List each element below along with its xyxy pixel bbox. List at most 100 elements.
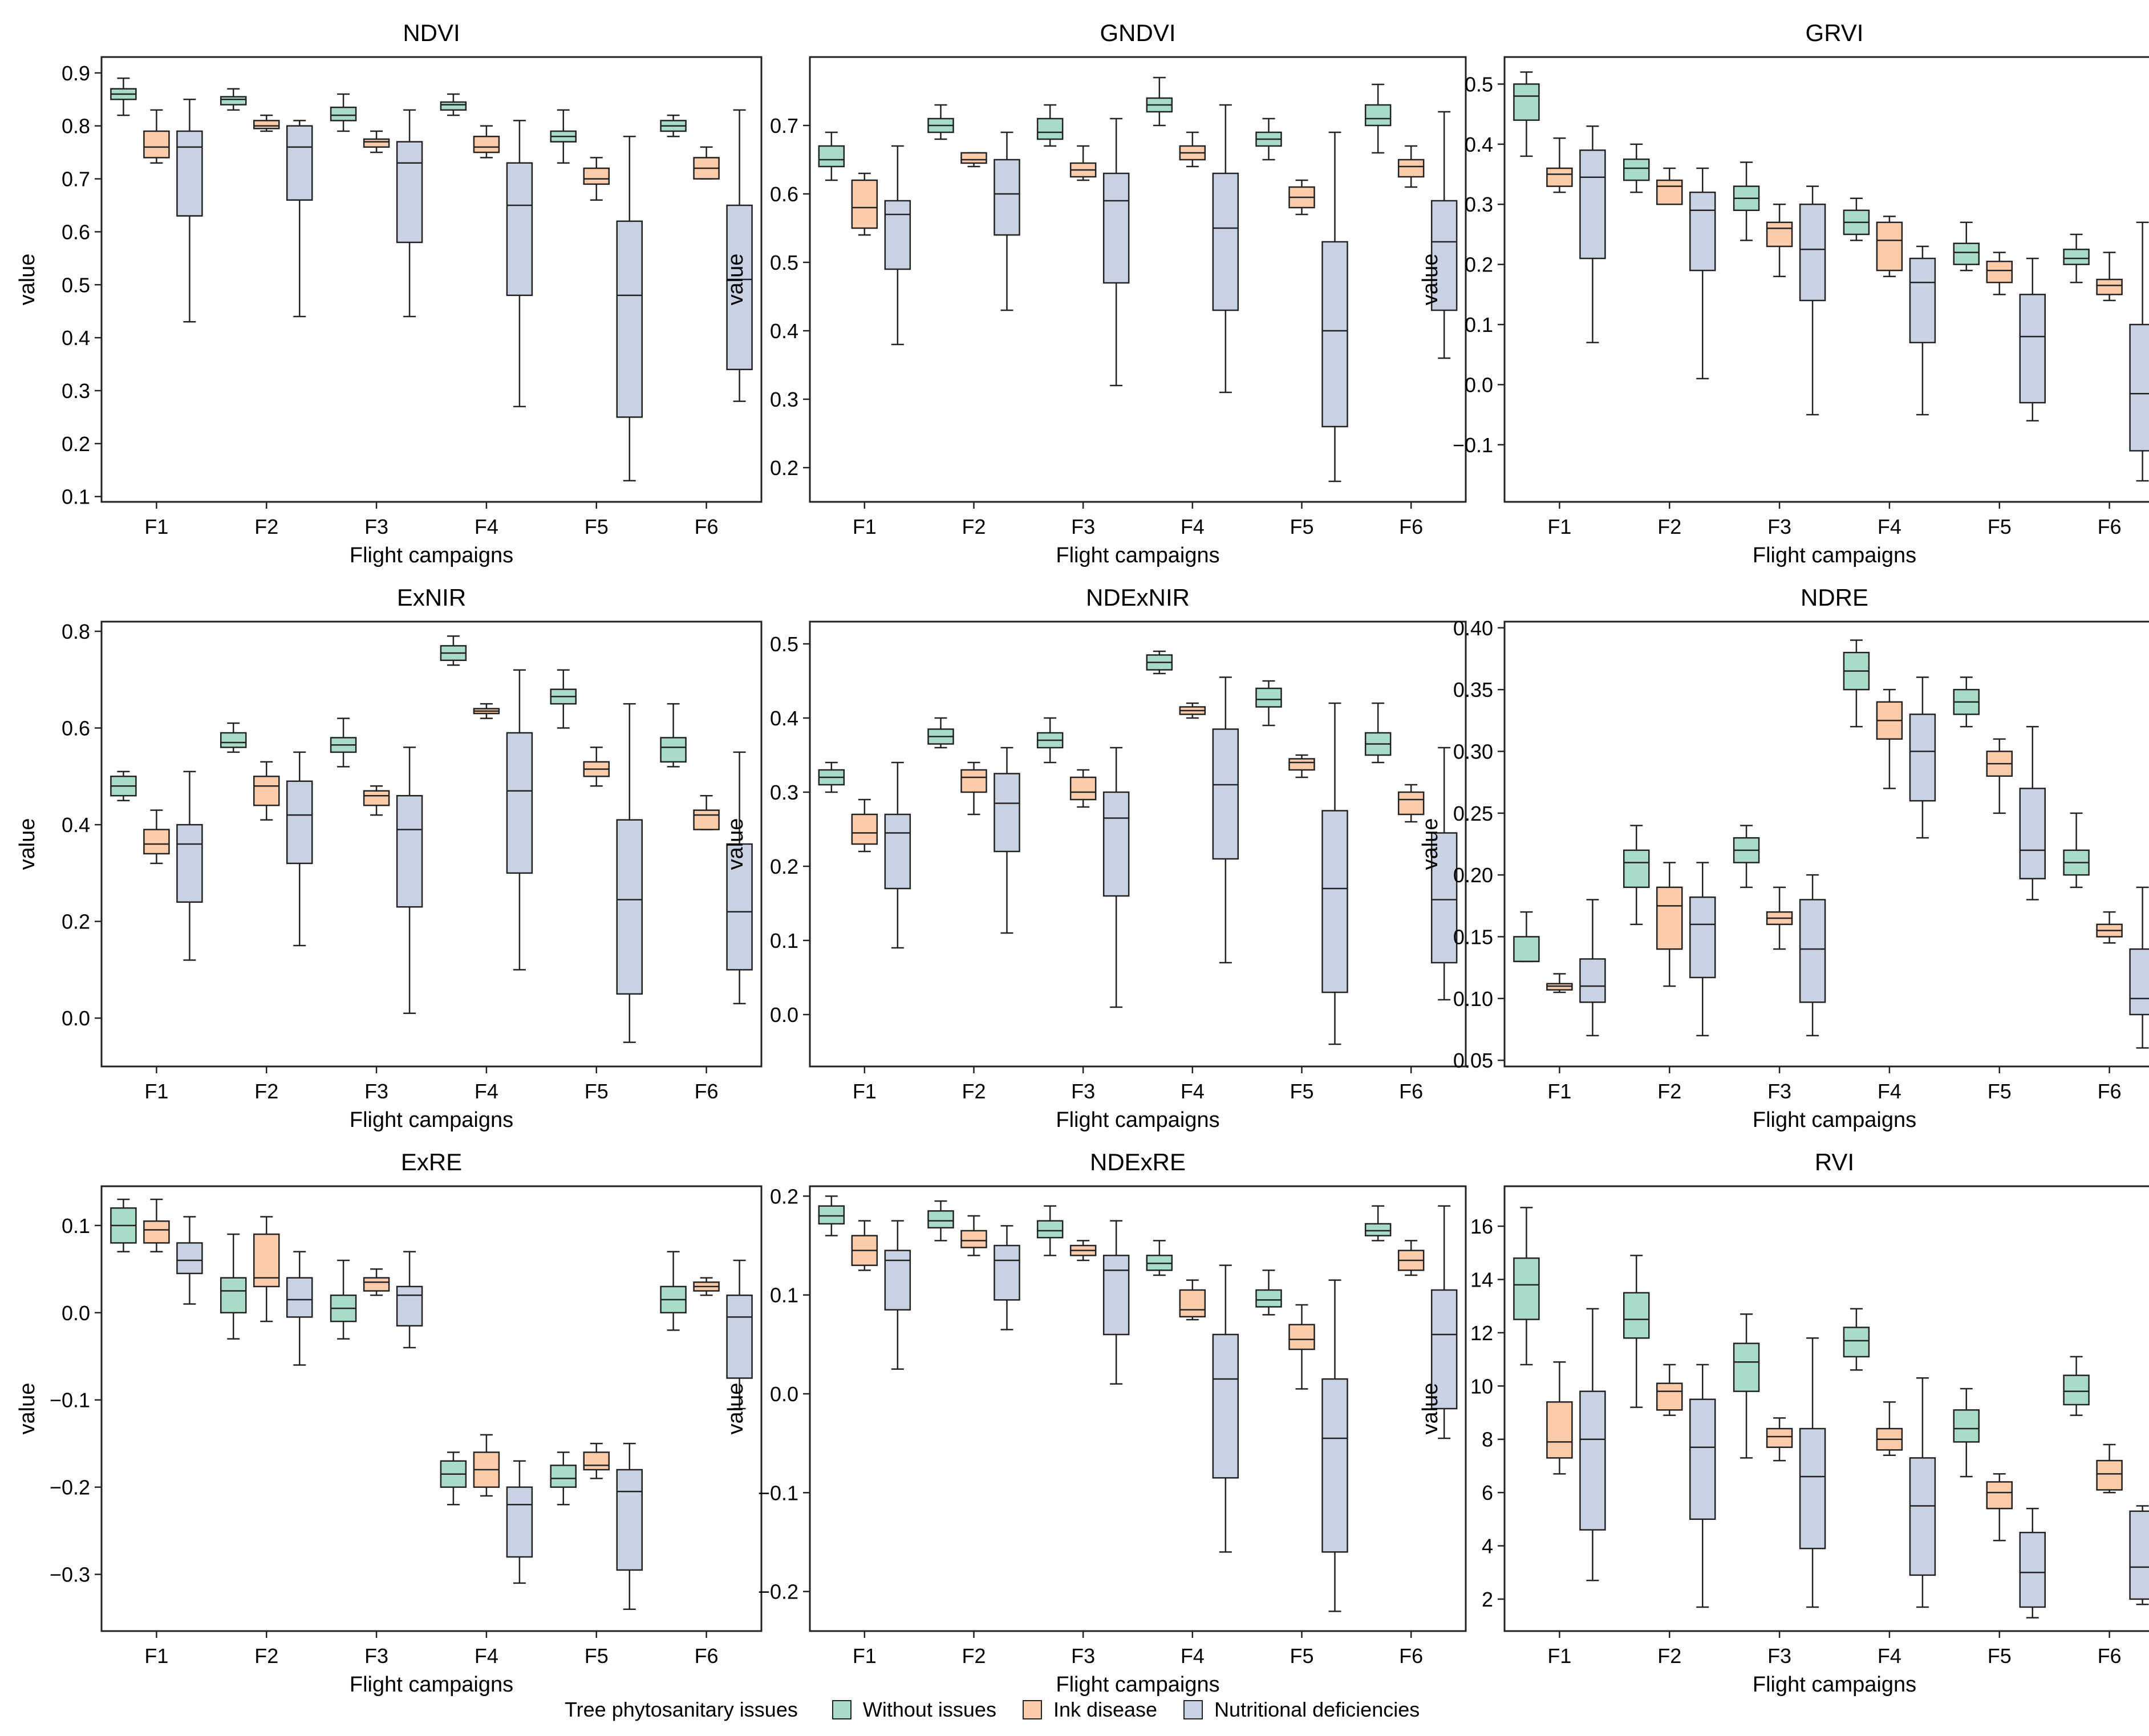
box-without-issues <box>1513 1207 1540 1366</box>
y-tick-label: 0.1 <box>1465 313 1493 336</box>
box-nutritional-deficiencies <box>1430 111 1458 359</box>
box-without-issues <box>440 635 467 666</box>
box-ink-disease <box>1876 688 1903 789</box>
box-ink-disease <box>1766 1417 1793 1462</box>
panel-rvi: RVI 2 4 6 8 10 12 14 16 value F1 F2 F3 F4 F5 F6 Flight c… <box>1418 1149 2149 1697</box>
x-axis-label: Flight campaigns <box>350 1673 513 1697</box>
legend-title: Tree phytosanitary issues <box>565 1698 798 1721</box>
box-iqr <box>220 1277 247 1314</box>
box-ink-disease <box>1546 973 1573 993</box>
box-iqr <box>1212 728 1239 860</box>
legend-label-nutritional-deficiencies: Nutritional deficiencies <box>1214 1698 1420 1721</box>
x-tick-label: F1 <box>1547 1080 1571 1103</box>
y-tick-label: 0.5 <box>1465 72 1493 96</box>
box-without-issues <box>818 761 845 793</box>
y-axis-label: value <box>15 1383 39 1435</box>
box-ink-disease <box>851 798 878 853</box>
box-without-issues <box>220 722 247 753</box>
box-iqr <box>1623 158 1650 181</box>
box-nutritional-deficiencies <box>396 1251 423 1349</box>
y-tick-label: 0.10 <box>1453 987 1493 1011</box>
box-without-issues <box>330 1259 357 1340</box>
box-ink-disease <box>1656 862 1683 987</box>
box-nutritional-deficiencies <box>1212 676 1239 964</box>
box-iqr <box>506 1486 533 1558</box>
y-tick-label: 0.15 <box>1453 926 1493 949</box>
x-tick-label: F3 <box>1767 515 1791 538</box>
box-iqr <box>927 1210 954 1229</box>
box-nutritional-deficiencies <box>396 747 423 1014</box>
x-axis-label: Flight campaigns <box>1753 1673 1916 1697</box>
box-iqr <box>884 200 911 270</box>
box-iqr <box>583 1451 610 1471</box>
y-tick-label: 0.05 <box>1453 1049 1493 1072</box>
y-tick-label: 0.0 <box>1465 373 1493 396</box>
box-iqr <box>440 101 467 111</box>
y-tick-label: 0.7 <box>62 168 90 191</box>
box-without-issues <box>1623 1255 1650 1408</box>
x-tick-label: F5 <box>1988 515 2012 538</box>
legend-entry-ink-disease: Ink disease <box>1022 1698 1157 1722</box>
box-without-issues <box>220 88 247 111</box>
box-without-issues <box>927 717 954 749</box>
box-nutritional-deficiencies <box>2019 1507 2046 1619</box>
box-ink-disease <box>693 146 720 180</box>
box-nutritional-deficiencies <box>1430 1205 1458 1439</box>
box-nutritional-deficiencies <box>506 1460 533 1584</box>
panel-title: GRVI <box>1806 19 1864 46</box>
panel-exnir: ExNIR 0.0 0.2 0.4 0.6 0.8 value F1 F2 F3 F4 F5 F6 Fli… <box>15 584 763 1132</box>
box-iqr <box>2063 249 2090 265</box>
box-ink-disease <box>1876 1401 1903 1456</box>
box-nutritional-deficiencies <box>1909 245 1936 416</box>
box-nutritional-deficiencies <box>1689 862 1716 1037</box>
box-iqr <box>726 843 753 971</box>
box-iqr <box>1843 1327 1870 1358</box>
x-axis-label: Flight campaigns <box>350 1108 513 1132</box>
box-iqr <box>1255 687 1282 708</box>
box-without-issues <box>1364 702 1392 764</box>
box-nutritional-deficiencies <box>1909 1377 1936 1608</box>
plot-frame <box>100 620 763 1068</box>
box-iqr <box>1909 257 1936 343</box>
box-iqr <box>960 1230 987 1248</box>
box-iqr <box>176 824 203 903</box>
x-tick-label: F5 <box>1290 1080 1313 1103</box>
legend: Tree phytosanitary issues Without issues… <box>565 1693 1446 1727</box>
box-nutritional-deficiencies <box>1321 131 1348 482</box>
box-iqr <box>616 1469 643 1571</box>
plot-frame <box>100 56 763 503</box>
x-tick-label: F4 <box>1181 1644 1205 1668</box>
y-tick-label: 0.6 <box>62 717 90 740</box>
x-tick-label: F5 <box>585 1644 609 1668</box>
box-ink-disease <box>1986 252 2013 295</box>
box-iqr <box>1656 886 1683 950</box>
box-iqr <box>851 813 878 845</box>
box-nutritional-deficiencies <box>1579 899 1606 1037</box>
box-nutritional-deficiencies <box>1212 1264 1239 1553</box>
y-tick-label: −0.2 <box>50 1476 90 1499</box>
box-iqr <box>1513 83 1540 121</box>
box-nutritional-deficiencies <box>616 1442 643 1611</box>
x-tick-label: F5 <box>585 1080 609 1103</box>
box-iqr <box>1288 758 1315 771</box>
box-ink-disease <box>960 1215 987 1256</box>
x-tick-label: F3 <box>1071 1644 1095 1668</box>
x-axis-label: Flight campaigns <box>1056 1673 1219 1697</box>
box-iqr <box>1766 1427 1793 1448</box>
box-iqr <box>220 732 247 748</box>
legend-entry-without-issues: Without issues <box>832 1698 996 1722</box>
box-without-issues <box>1255 117 1282 161</box>
box-without-issues <box>1364 1205 1392 1242</box>
box-iqr <box>2096 278 2123 295</box>
box-iqr <box>1364 1223 1392 1236</box>
box-iqr <box>1909 1457 1936 1576</box>
box-without-issues <box>2063 1356 2090 1416</box>
box-without-issues <box>1513 911 1540 963</box>
box-ink-disease <box>1766 886 1793 950</box>
box-ink-disease <box>143 1198 170 1252</box>
panel-ndexre: NDExRE −0.2 −0.1 0.0 0.1 0.2 value F1 F2 F3 F4 F5 F6… <box>724 1149 1467 1697</box>
box-without-issues <box>1146 1240 1173 1276</box>
box-ink-disease <box>253 1216 280 1323</box>
box-without-issues <box>550 669 577 729</box>
box-nutritional-deficiencies <box>506 669 533 971</box>
